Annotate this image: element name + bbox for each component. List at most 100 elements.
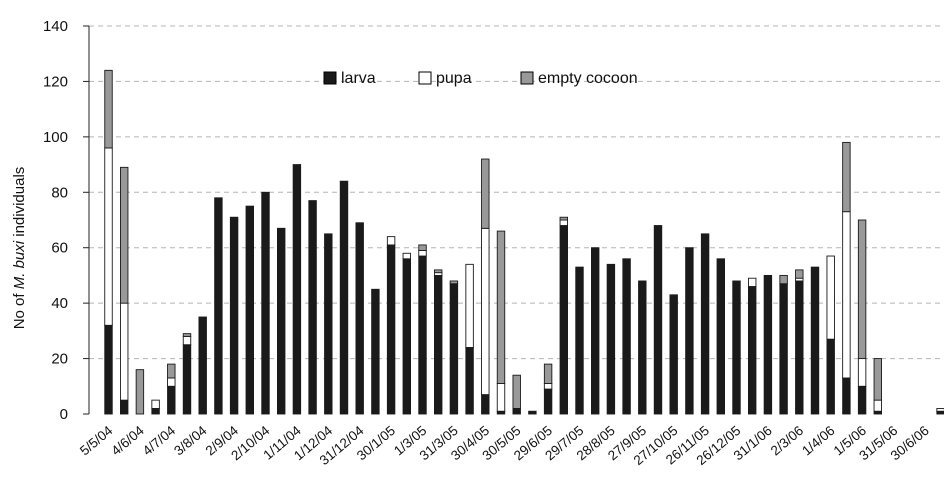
bar-segment-pupa <box>104 147 113 326</box>
y-tick-label: 20 <box>51 351 68 368</box>
bar-segment-larva <box>763 274 773 415</box>
bar-segment-empty-cocoon <box>135 369 145 415</box>
bar-segment-empty-cocoon <box>512 374 521 409</box>
y-tick-label: 100 <box>43 129 68 146</box>
x-tick-label: 5/5/04 <box>77 422 116 458</box>
bar-segment-empty-cocoon <box>496 230 506 384</box>
bar-segment-empty-cocoon <box>559 216 568 221</box>
bar-segment-larva <box>810 266 820 415</box>
axes <box>83 25 90 415</box>
bar-segment-larva <box>465 347 474 415</box>
bar-segment-pupa <box>167 377 176 387</box>
bar-segment-larva <box>700 233 710 415</box>
bar-segment-pupa <box>873 399 882 412</box>
y-axis-label-species: M. buxi <box>11 240 28 289</box>
bar-segment-larva <box>559 225 568 415</box>
legend-swatch-larva <box>323 71 337 85</box>
bar-segment-larva <box>622 258 631 415</box>
bar-segment-larva <box>826 338 835 415</box>
bar-segment-larva <box>449 283 459 415</box>
bar-segment-larva <box>795 280 804 415</box>
bar-segment-larva <box>229 216 239 415</box>
bar-segment-larva <box>842 377 851 415</box>
bar-segment-larva <box>245 205 255 415</box>
y-tick-label: 0 <box>60 406 68 423</box>
x-tick-label: 1/4/06 <box>799 423 837 459</box>
bar-segment-larva <box>119 399 129 415</box>
bar-segment-empty-cocoon <box>119 166 129 304</box>
bar-segment-empty-cocoon <box>167 363 176 379</box>
bar-segment-larva <box>606 263 616 415</box>
legend-label-pupa: pupa <box>436 70 472 87</box>
bar-segment-larva <box>418 255 427 415</box>
bar-segment-larva <box>214 197 223 415</box>
bar-segment-pupa <box>465 263 474 348</box>
bar-segment-larva <box>308 200 317 415</box>
bar-segment-empty-cocoon <box>449 280 459 285</box>
y-tick-label: 140 <box>43 18 68 35</box>
bar-segment-pupa <box>543 383 553 390</box>
bar-segment-larva <box>324 233 333 415</box>
x-tick-label: 4/7/04 <box>140 422 179 458</box>
bar-segment-larva <box>653 225 663 415</box>
bar-segment-larva <box>434 274 443 415</box>
bar-segment-pupa <box>559 219 568 226</box>
legend-swatch-pupa <box>418 71 432 85</box>
x-tick-label: 2/3/06 <box>768 423 806 459</box>
bar-segment-empty-cocoon <box>481 158 490 229</box>
bar-segment-larva <box>104 324 113 415</box>
bar-segment-pupa <box>936 408 944 412</box>
y-tick-label: 60 <box>51 240 68 257</box>
bar-segment-empty-cocoon <box>842 141 851 213</box>
x-tick-label: 4/6/04 <box>108 422 147 458</box>
bar-segment-pupa <box>418 250 427 257</box>
x-tick-labels: 5/5/044/6/044/7/043/8/042/9/042/10/041/1… <box>77 422 932 468</box>
bar-segment-larva <box>182 344 192 415</box>
y-axis-label-prefix: No of <box>11 289 28 329</box>
bar-segment-larva <box>355 222 364 415</box>
bar-segment-pupa <box>119 302 129 401</box>
legend-label-empty-cocoon: empty cocoon <box>538 70 638 87</box>
bar-segment-larva <box>261 191 270 415</box>
bar-segment-larva <box>638 280 647 415</box>
bar-segment-larva <box>748 286 757 415</box>
bar-segment-larva <box>339 180 349 415</box>
bar-segment-larva <box>528 410 537 415</box>
bar-segment-larva <box>512 408 521 415</box>
bar-segment-larva <box>543 388 553 415</box>
legend: larva pupa empty cocoon <box>323 70 638 87</box>
bar-segment-larva <box>386 244 396 415</box>
x-tick-label: 3/8/04 <box>171 422 210 458</box>
bar-segment-larva <box>151 408 160 415</box>
bar-segment-empty-cocoon <box>795 269 804 279</box>
bar-segment-larva <box>779 283 788 415</box>
bar-segment-empty-cocoon <box>857 219 867 360</box>
bar-segment-pupa <box>386 236 396 246</box>
bar-segment-empty-cocoon <box>543 363 553 384</box>
bar-segment-pupa <box>857 358 867 387</box>
bar-segment-larva <box>716 258 725 415</box>
legend-swatch-empty-cocoon <box>520 71 534 85</box>
bar-segment-larva <box>198 316 207 415</box>
y-tick-label: 80 <box>51 184 68 201</box>
bars <box>104 69 944 415</box>
bar-segment-larva <box>575 266 584 415</box>
bar-segment-larva <box>732 280 741 415</box>
bar-segment-pupa <box>842 211 851 379</box>
bar-segment-larva <box>669 294 678 415</box>
y-tick-label: 40 <box>51 295 68 312</box>
bar-segment-pupa <box>182 335 192 346</box>
bar-segment-empty-cocoon <box>104 69 113 149</box>
bar-segment-pupa <box>402 252 411 260</box>
y-tick-label: 120 <box>43 73 68 90</box>
bar-segment-pupa <box>826 255 835 340</box>
y-axis-label: No of M. buxi individuals <box>11 167 28 330</box>
bar-segment-empty-cocoon <box>434 269 443 274</box>
bar-segment-pupa <box>151 399 160 409</box>
bar-segment-larva <box>857 385 867 415</box>
bar-segment-empty-cocoon <box>779 274 788 285</box>
bar-segment-larva <box>402 258 411 415</box>
bar-segment-pupa <box>481 227 490 396</box>
bar-segment-larva <box>481 394 490 415</box>
bar-segment-empty-cocoon <box>418 244 427 251</box>
